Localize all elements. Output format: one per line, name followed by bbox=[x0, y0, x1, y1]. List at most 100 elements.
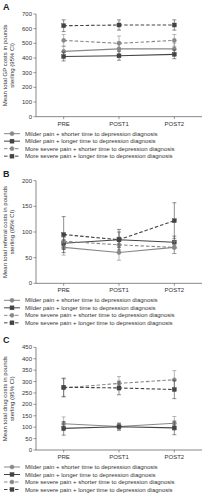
y-tick-label: 350 bbox=[22, 367, 33, 373]
error-bar bbox=[117, 51, 121, 60]
x-tick-label: POST2 bbox=[164, 121, 184, 127]
legend-marker bbox=[10, 480, 14, 484]
figure: A0100200300400500600700PREPOST1POST2Mean… bbox=[0, 0, 210, 500]
panel-title: B bbox=[3, 169, 10, 179]
legend-item: More severe pain + shorter time to depre… bbox=[4, 312, 175, 318]
plot-area bbox=[62, 203, 177, 260]
legend-item: More severe pain + shorter time to depre… bbox=[4, 146, 175, 152]
x-tick-label: POST1 bbox=[109, 121, 129, 127]
point bbox=[117, 425, 121, 429]
error-bar bbox=[62, 379, 66, 397]
y-tick bbox=[34, 257, 37, 258]
y-tick-label: 200 bbox=[22, 178, 33, 184]
y-tick bbox=[34, 381, 37, 382]
legend-marker bbox=[10, 139, 14, 143]
panel-title: C bbox=[3, 335, 10, 345]
series bbox=[62, 371, 177, 397]
error-bar bbox=[172, 421, 176, 435]
point bbox=[117, 54, 121, 58]
series bbox=[62, 378, 177, 399]
y-tick bbox=[34, 427, 37, 428]
error-bar bbox=[117, 423, 121, 430]
legend-item: More severe pain + longer time to depres… bbox=[4, 487, 173, 493]
x-tick bbox=[63, 450, 64, 453]
error-bar bbox=[62, 35, 66, 47]
x-tick-label: PRE bbox=[57, 121, 69, 127]
point bbox=[117, 424, 121, 428]
point bbox=[62, 233, 66, 237]
y-tick-label: 150 bbox=[22, 413, 33, 419]
legend-label: Milder pain + shorter time to depression… bbox=[25, 464, 158, 470]
y-tick-label: 700 bbox=[22, 11, 33, 17]
panel: A0100200300400500600700PREPOST1POST2Mean… bbox=[2, 2, 202, 159]
legend-label: Milder pain + longer time to depression … bbox=[25, 472, 156, 478]
legend-label: More severe pain + shorter time to depre… bbox=[25, 312, 175, 318]
y-tick bbox=[34, 370, 37, 371]
legend-label: More severe pain + shorter time to depre… bbox=[25, 479, 175, 485]
error-bar bbox=[62, 52, 66, 61]
x-tick bbox=[119, 283, 120, 286]
point bbox=[172, 388, 176, 392]
series bbox=[62, 416, 177, 430]
y-tick-label: 200 bbox=[22, 84, 33, 90]
point bbox=[172, 245, 176, 249]
legend-item: Milder pain + shorter time to depression… bbox=[4, 297, 158, 303]
y-tick bbox=[34, 72, 37, 73]
y-tick bbox=[34, 28, 37, 29]
y-tick-label: 400 bbox=[22, 356, 33, 362]
legend-label: Milder pain + shorter time to depression… bbox=[25, 297, 158, 303]
y-axis-label: Mean total referral costs in poundssterl… bbox=[2, 186, 15, 278]
y-tick bbox=[34, 58, 37, 59]
x-tick bbox=[63, 117, 64, 120]
legend-marker bbox=[10, 321, 14, 325]
legend-item: More severe pain + longer time to depres… bbox=[4, 320, 173, 326]
y-axis-label: Mean total drug costs in poundssterling … bbox=[2, 356, 15, 441]
point bbox=[62, 55, 66, 59]
legend-label: Milder pain + longer time to depression … bbox=[25, 305, 156, 311]
plot-area bbox=[62, 371, 177, 436]
point bbox=[62, 24, 66, 28]
legend-label: Milder pain + longer time to depression … bbox=[25, 138, 156, 144]
point bbox=[172, 426, 176, 430]
error-bar bbox=[172, 241, 176, 253]
legend-marker bbox=[10, 306, 14, 310]
y-tick-label: 100 bbox=[22, 229, 33, 235]
y-tick-label: 300 bbox=[22, 70, 33, 76]
error-bar bbox=[117, 423, 121, 430]
legend-marker bbox=[10, 473, 14, 477]
y-tick-label: 300 bbox=[22, 379, 33, 385]
x-tick-label: POST1 bbox=[109, 454, 129, 460]
y-tick bbox=[34, 232, 37, 233]
series bbox=[62, 421, 177, 435]
point bbox=[172, 219, 176, 223]
legend-marker bbox=[10, 298, 14, 302]
y-tick-label: 150 bbox=[22, 203, 33, 209]
legend-item: Milder pain + longer time to depression … bbox=[4, 472, 156, 478]
legend-item: Milder pain + longer time to depression … bbox=[4, 305, 156, 311]
legend: Milder pain + shorter time to depression… bbox=[4, 297, 175, 326]
y-tick bbox=[34, 206, 37, 207]
error-bar bbox=[117, 229, 121, 250]
error-bar bbox=[172, 35, 176, 47]
point bbox=[172, 52, 176, 56]
error-bar bbox=[172, 203, 176, 239]
x-tick bbox=[63, 283, 64, 286]
legend-label: Milder pain + shorter time to depression… bbox=[25, 131, 158, 137]
y-tick-label: 100 bbox=[22, 424, 33, 430]
y-tick bbox=[34, 180, 37, 181]
panel: C050100150200250300350400450PREPOST1POST… bbox=[2, 335, 202, 492]
x-tick-label: PRE bbox=[57, 454, 69, 460]
point bbox=[117, 238, 121, 242]
legend-marker bbox=[10, 154, 14, 158]
legend-marker bbox=[10, 465, 14, 469]
y-tick-label: 50 bbox=[25, 436, 32, 442]
legend-label: More severe pain + shorter time to depre… bbox=[25, 146, 175, 152]
point bbox=[62, 386, 66, 390]
x-tick-label: PRE bbox=[57, 287, 69, 293]
plot-area bbox=[62, 20, 177, 61]
error-bar bbox=[117, 381, 121, 395]
y-tick-label: 600 bbox=[22, 26, 33, 32]
point bbox=[117, 386, 121, 390]
legend-label: More severe pain + longer time to depres… bbox=[25, 153, 173, 159]
y-tick bbox=[34, 415, 37, 416]
